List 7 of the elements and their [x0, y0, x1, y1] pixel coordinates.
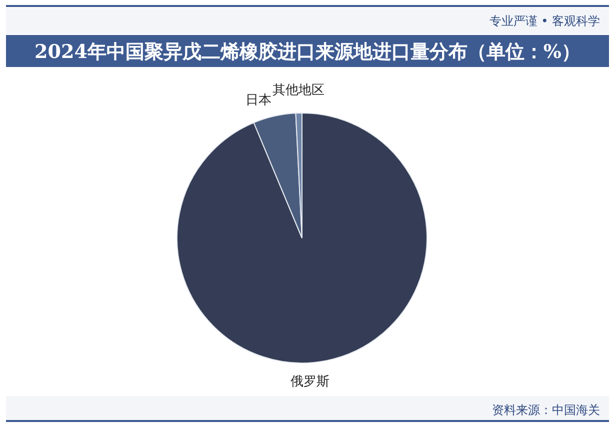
- pie-slice: [176, 112, 428, 364]
- slice-label: 日本: [246, 92, 272, 108]
- slice-label: 其他地区: [272, 83, 324, 98]
- text: 资料来源：中国海关: [492, 403, 600, 417]
- chart-title: 2024年中国聚异戊二烯橡胶进口来源地进口量分布（单位：%）: [34, 41, 580, 63]
- text: 专业严谨 • 客观科学: [489, 14, 600, 28]
- slice-label: 俄罗斯: [290, 374, 330, 390]
